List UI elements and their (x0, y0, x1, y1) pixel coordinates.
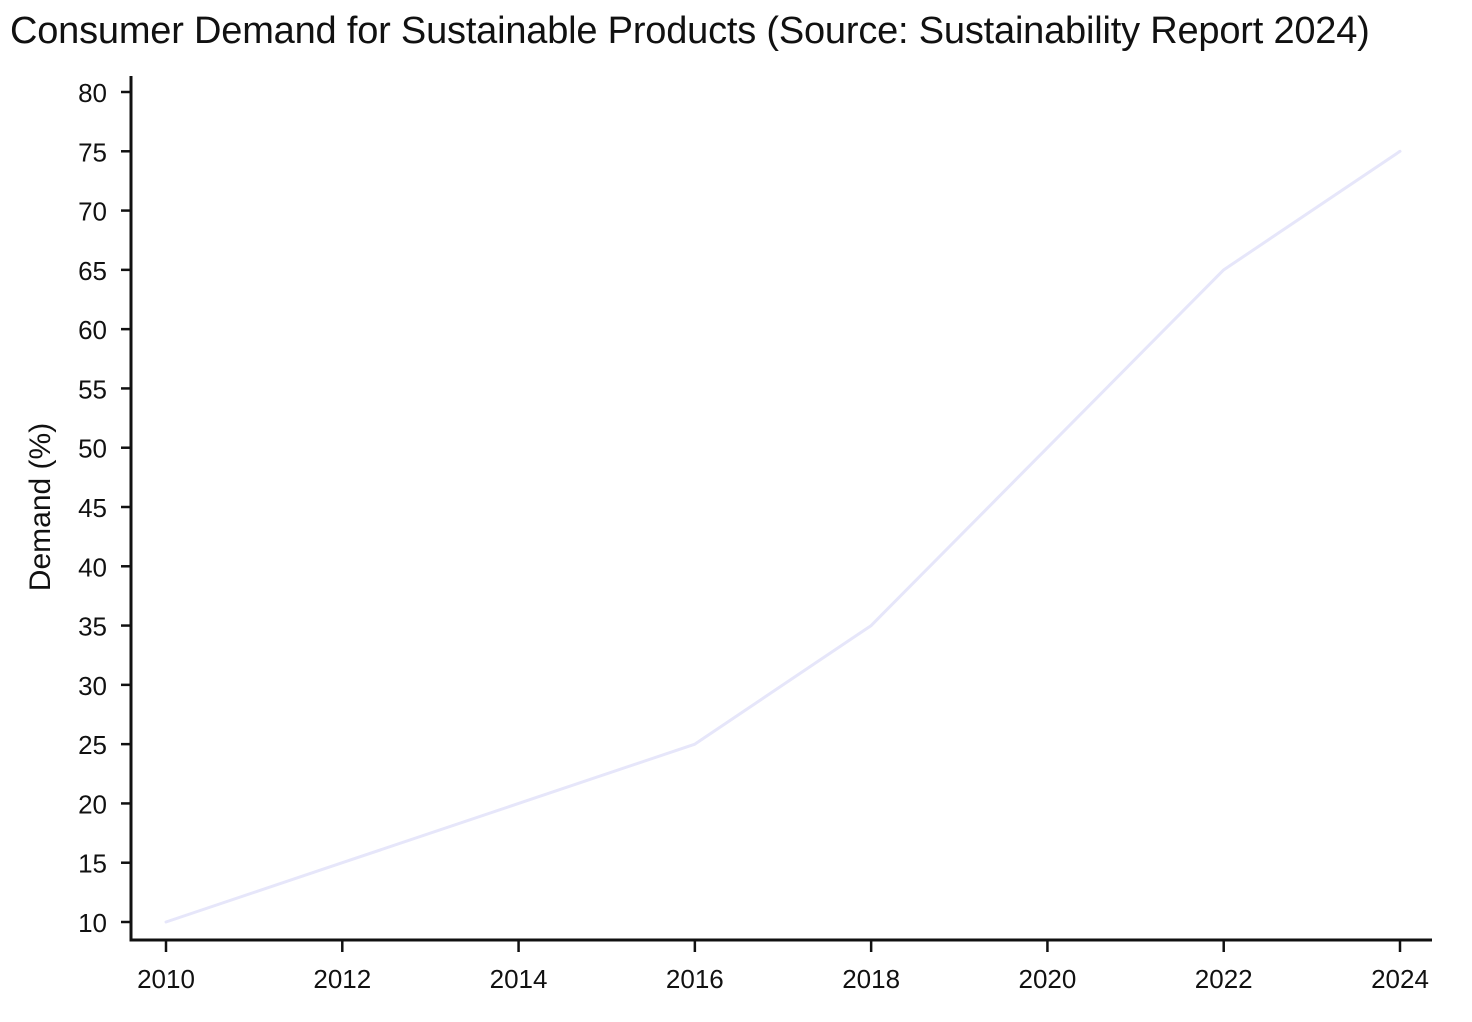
x-tick-label: 2016 (666, 964, 724, 994)
x-tick-label: 2010 (137, 964, 195, 994)
y-tick-label: 15 (78, 849, 107, 879)
chart-title: Consumer Demand for Sustainable Products… (10, 10, 1370, 52)
x-tick-label: 2012 (313, 964, 371, 994)
y-tick-label: 35 (78, 612, 107, 642)
y-tick-label: 25 (78, 730, 107, 760)
x-tick-label: 2014 (490, 964, 548, 994)
y-tick-label: 45 (78, 493, 107, 523)
y-tick-label: 10 (78, 908, 107, 938)
y-tick-label: 40 (78, 552, 107, 582)
y-tick-label: 55 (78, 374, 107, 404)
x-tick-label: 2020 (1019, 964, 1077, 994)
series-line-0 (164, 149, 1402, 924)
x-tick-label: 2024 (1371, 964, 1429, 994)
y-axis: 10 15 20 25 30 35 40 45 50 55 60 65 70 75 80 (78, 76, 133, 942)
series-group (164, 149, 1402, 924)
y-tick-label: 75 (78, 137, 107, 167)
x-axis: 2010 2012 2014 2016 2018 2020 2022 2024 (129, 938, 1432, 994)
y-tick-label: 80 (78, 78, 107, 108)
x-tick-label: 2022 (1195, 964, 1253, 994)
y-tick-label: 30 (78, 671, 107, 701)
y-tick-label: 20 (78, 789, 107, 819)
y-tick-label: 65 (78, 256, 107, 286)
y-axis-label: Demand (%) (24, 423, 57, 591)
x-tick-label: 2018 (842, 964, 900, 994)
y-tick-label: 60 (78, 315, 107, 345)
y-tick-label: 70 (78, 197, 107, 227)
y-tick-label: 50 (78, 434, 107, 464)
